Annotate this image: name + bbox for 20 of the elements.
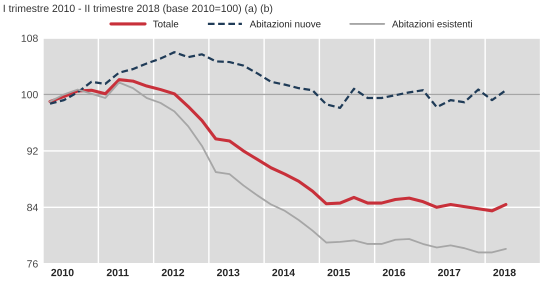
line-series <box>48 78 508 212</box>
y-tick-label: 76 <box>27 260 38 268</box>
x-tick-label: 2011 <box>106 268 129 276</box>
x-tick-label: 2013 <box>216 268 240 276</box>
y-tick-label: 108 <box>22 34 38 42</box>
y-tick-label: 92 <box>27 147 38 155</box>
x-tick-label: 2018 <box>493 268 516 276</box>
x-tick-label: 2016 <box>382 268 406 276</box>
chart-title: I trimestre 2010 - II trimestre 2018 (base 2010=100) (a) (b) <box>4 4 272 14</box>
legend-label: Totale <box>153 20 178 28</box>
x-tick-label: 2012 <box>162 268 184 276</box>
x-tick-label: 2015 <box>328 268 350 276</box>
legend-label: Abitazioni nuove <box>250 20 321 28</box>
x-tick-label: 2010 <box>51 268 74 276</box>
y-tick-label: 100 <box>22 90 38 98</box>
legend-label: Abitazioni esistenti <box>392 20 472 28</box>
x-tick-label: 2017 <box>438 268 460 276</box>
y-tick-label: 84 <box>27 204 38 212</box>
line-series <box>48 51 507 109</box>
x-tick-label: 2014 <box>272 268 296 276</box>
